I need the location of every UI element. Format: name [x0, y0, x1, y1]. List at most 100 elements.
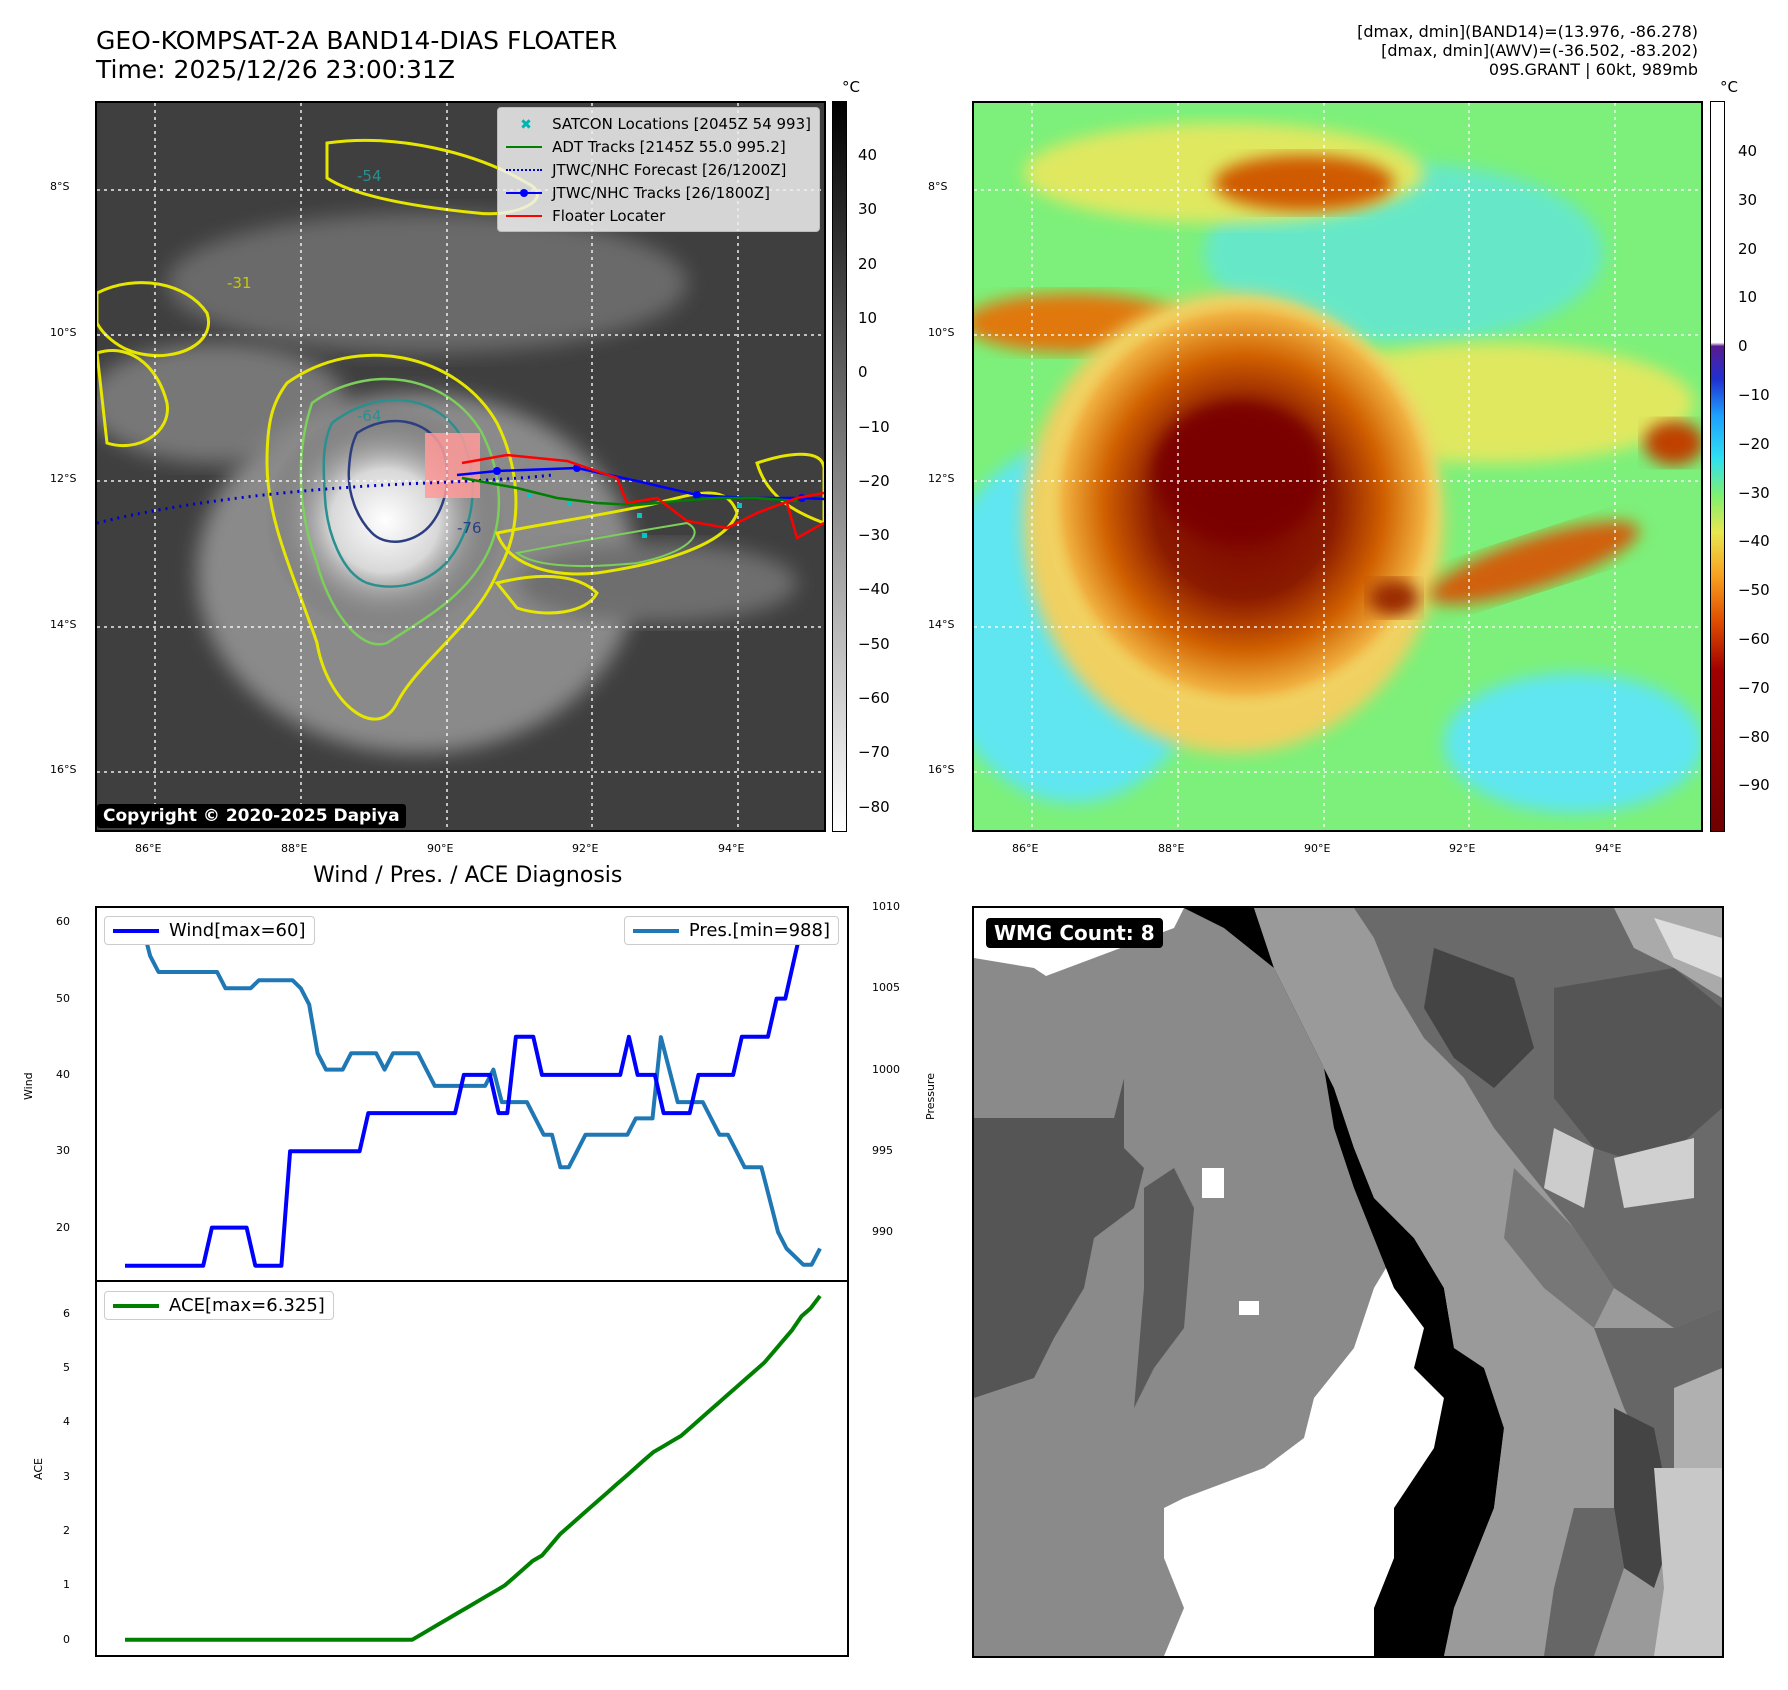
- awv-map-panel: [972, 101, 1703, 832]
- ir-colorbar-tick-11: −70: [858, 743, 890, 762]
- forecast-line-icon: [506, 163, 543, 177]
- wind-legend-swatch: [113, 928, 159, 933]
- awv-colorbar-tick-9: −50: [1738, 581, 1770, 600]
- lat-label-16s: 16°S: [50, 763, 77, 776]
- awv-lon-label-88e: 88°E: [1158, 842, 1185, 855]
- ace-tick-label-0: 6: [63, 1306, 70, 1320]
- ace-tick-label-1: 5: [63, 1360, 70, 1374]
- pressure-tick-label-1: 1005: [872, 981, 900, 995]
- awv-lat-label-10s: 10°S: [928, 326, 955, 339]
- contour-label-54: -54: [357, 167, 382, 185]
- awv-colorbar-tick-6: −20: [1738, 434, 1770, 453]
- contour-label-31: -31: [227, 274, 252, 292]
- ir-colorbar-tick-12: −80: [858, 797, 890, 816]
- awv-lat-label-12s: 12°S: [928, 472, 955, 485]
- awv-lon-label-94e: 94°E: [1595, 842, 1622, 855]
- wind-tick-label-3: 30: [56, 1144, 70, 1158]
- ace-tick-label-5: 1: [63, 1578, 70, 1592]
- wind-tick-label-4: 20: [56, 1220, 70, 1234]
- title-line-2: Time: 2025/12/26 23:00:31Z: [96, 55, 455, 84]
- lon-label-94e: 94°E: [718, 842, 745, 855]
- ir-colorbar-tick-9: −50: [858, 634, 890, 653]
- ir-colorbar-tick-10: −60: [858, 689, 890, 707]
- awv-map-image: [974, 103, 1701, 830]
- ace-axes: [95, 1280, 849, 1657]
- legend-floater: Floater Locater: [506, 204, 811, 227]
- awv-colorbar-tick-0: 40: [1738, 142, 1758, 160]
- wind-tick-label-0: 60: [56, 915, 70, 929]
- awv-colorbar-tick-5: −10: [1738, 386, 1770, 404]
- lon-label-88e: 88°E: [281, 842, 308, 855]
- awv-lon-label-86e: 86°E: [1012, 842, 1039, 855]
- info-line-2: [dmax, dmin](AWV)=(-36.502, -83.202): [1381, 41, 1698, 60]
- wind-series-line: [125, 920, 820, 1268]
- lat-label-8s: 8°S: [50, 180, 70, 193]
- ace-tick-label-6: 0: [63, 1632, 70, 1646]
- copyright-badge: Copyright © 2020-2025 Dapiya: [97, 804, 406, 828]
- ace-tick-label-4: 2: [63, 1524, 70, 1537]
- lon-label-90e: 90°E: [427, 842, 454, 855]
- lon-label-92e: 92°E: [572, 842, 599, 855]
- ace-legend-swatch: [113, 1303, 159, 1308]
- wind-legend: Wind[max=60]: [104, 916, 315, 945]
- chart-title: GEO-KOMPSAT-2A BAND14-DIAS FLOATER Time:…: [96, 26, 617, 84]
- pressure-legend: Pres.[min=988]: [623, 916, 839, 945]
- awv-colorbar-tick-8: −40: [1738, 532, 1770, 551]
- floater-line-icon: [506, 209, 543, 223]
- awv-colorbar-tick-7: −30: [1738, 483, 1770, 502]
- pressure-legend-swatch: [632, 928, 679, 933]
- pressure-tick-label-2: 1000: [872, 1062, 900, 1076]
- ace-tick-label-3: 3: [63, 1469, 70, 1483]
- lon-label-86e: 86°E: [135, 842, 162, 855]
- pressure-axis-label: Pressure: [924, 1073, 937, 1120]
- ir-colorbar-tick-5: −10: [858, 417, 890, 436]
- pressure-tick-label-3: 995: [872, 1143, 893, 1157]
- ir-legend: ✖ SATCON Locations [2045Z 54 993] ADT Tr…: [497, 107, 820, 232]
- satcon-marker-icon: ✖: [520, 116, 532, 133]
- ir-colorbar-tick-0: 40: [858, 146, 878, 164]
- tracks-line-icon: [506, 186, 543, 200]
- ace-series-line: [125, 1294, 822, 1642]
- diagnosis-title: Wind / Pres. / ACE Diagnosis: [313, 863, 623, 888]
- stats-info: [dmax, dmin](BAND14)=(13.976, -86.278) […: [1357, 22, 1698, 79]
- ir-colorbar-tick-7: −30: [858, 526, 890, 545]
- awv-colorbar-tick-10: −60: [1738, 630, 1770, 648]
- ir-colorbar: [832, 101, 847, 832]
- awv-lat-label-8s: 8°S: [928, 180, 948, 193]
- awv-lat-label-14s: 14°S: [928, 618, 955, 631]
- ir-colorbar-tick-2: 20: [858, 254, 878, 273]
- wind-tick-label-2: 40: [56, 1067, 70, 1081]
- legend-forecast: JTWC/NHC Forecast [26/1200Z]: [506, 158, 811, 181]
- info-line-1: [dmax, dmin](BAND14)=(13.976, -86.278): [1357, 22, 1698, 41]
- ace-tick-label-2: 4: [63, 1415, 70, 1429]
- wind-axis-label: Wind: [22, 1072, 35, 1100]
- ir-colorbar-tick-1: 30: [858, 200, 878, 219]
- wmg-count-badge: WMG Count: 8: [986, 918, 1163, 948]
- info-line-3: 09S.GRANT | 60kt, 989mb: [1488, 60, 1698, 79]
- ir-colorbar-tick-4: 0: [858, 363, 868, 382]
- legend-satcon: ✖ SATCON Locations [2045Z 54 993]: [506, 112, 811, 135]
- lat-label-14s: 14°S: [50, 618, 77, 631]
- wmg-image: [974, 908, 1722, 1656]
- awv-lon-label-90e: 90°E: [1304, 842, 1331, 855]
- awv-colorbar-tick-3: 10: [1738, 288, 1758, 307]
- ir-colorbar-unit: °C: [842, 78, 860, 96]
- lat-label-12s: 12°S: [50, 472, 77, 485]
- pressure-series-line: [125, 921, 822, 1267]
- pressure-tick-label-4: 990: [872, 1225, 893, 1239]
- ir-colorbar-tick-3: 10: [858, 308, 878, 327]
- legend-tracks: JTWC/NHC Tracks [26/1800Z]: [506, 181, 811, 204]
- awv-lon-label-92e: 92°E: [1449, 842, 1476, 855]
- awv-lat-label-16s: 16°S: [928, 763, 955, 776]
- adt-line-icon: [506, 140, 543, 154]
- ace-legend: ACE[max=6.325]: [104, 1291, 334, 1320]
- diagnosis-svg: [89, 906, 854, 1657]
- wind-pres-axes: [95, 906, 849, 1282]
- awv-colorbar-tick-4: 0: [1738, 337, 1748, 356]
- contour-label-64: -64: [357, 407, 382, 425]
- ir-colorbar-tick-6: −20: [858, 471, 890, 490]
- wmg-panel: WMG Count: 8: [972, 906, 1724, 1658]
- ir-colorbar-tick-8: −40: [858, 580, 890, 599]
- wind-tick-label-1: 50: [56, 991, 70, 1005]
- awv-colorbar-tick-1: 30: [1738, 190, 1758, 209]
